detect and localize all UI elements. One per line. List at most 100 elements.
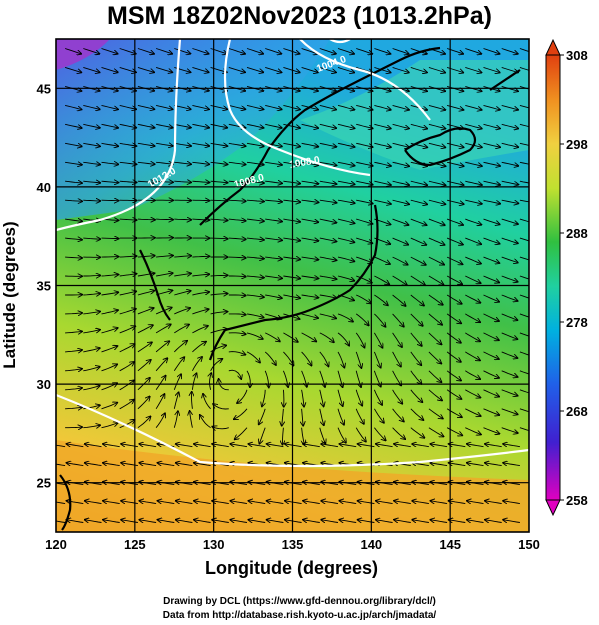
wind-arrow xyxy=(101,292,119,295)
wind-arrow xyxy=(119,256,137,257)
wind-arrow xyxy=(428,294,443,305)
wind-arrow xyxy=(467,444,484,447)
wind-arrow xyxy=(337,332,349,346)
wind-arrow xyxy=(83,330,100,334)
wind-arrow xyxy=(155,341,169,353)
wind-arrow xyxy=(485,463,502,466)
wind-arrow xyxy=(483,332,499,340)
wind-arrow xyxy=(465,218,481,225)
wind-arrow xyxy=(519,332,529,337)
wind-arrow xyxy=(483,66,500,72)
wind-arrow xyxy=(176,520,193,523)
wind-arrow xyxy=(501,351,518,358)
wind-arrow xyxy=(503,501,520,504)
wind-arrow xyxy=(430,444,448,447)
wind-arrow xyxy=(319,66,336,72)
wind-arrow xyxy=(246,200,264,201)
wind-arrow xyxy=(246,181,264,183)
wind-arrow xyxy=(319,351,329,367)
wind-arrow xyxy=(374,104,390,109)
credit-data-source: Data from http://database.rish.kyoto-u.a… xyxy=(162,610,437,621)
wind-arrow xyxy=(101,310,119,315)
map-frame xyxy=(55,38,530,533)
wind-arrow xyxy=(337,313,353,322)
wind-arrow xyxy=(156,219,173,220)
colorbar-tick-label: 298 xyxy=(566,137,588,152)
wind-arrow xyxy=(337,256,354,261)
wind-arrow xyxy=(465,351,480,361)
wind-arrow xyxy=(339,501,357,504)
wind-arrow xyxy=(212,427,229,429)
wind-arrow xyxy=(394,501,411,504)
wind-arrow xyxy=(173,357,184,372)
wind-arrow xyxy=(265,66,281,72)
wind-arrow xyxy=(174,48,190,54)
wind-arrow xyxy=(446,370,461,381)
wind-arrow xyxy=(285,520,302,523)
wind-arrow xyxy=(248,444,266,447)
wind-arrow xyxy=(158,463,175,466)
wind-arrow xyxy=(246,276,264,278)
wind-arrow xyxy=(283,48,299,54)
wind-arrow xyxy=(465,199,482,204)
wind-arrow xyxy=(428,199,446,204)
wind-arrow xyxy=(410,351,422,365)
wind-arrow xyxy=(174,219,191,220)
wind-arrow xyxy=(319,142,337,147)
wind-arrow xyxy=(301,332,317,342)
wind-arrow xyxy=(246,123,264,128)
wind-arrow xyxy=(319,276,337,279)
wind-arrow xyxy=(267,520,284,523)
wind-arrow xyxy=(103,463,120,466)
wind-arrow xyxy=(356,104,372,109)
wind-arrow xyxy=(282,408,284,426)
x-tick-labels: 120 125 130 135 140 145 150 xyxy=(45,537,540,552)
wind-arrow xyxy=(65,388,82,390)
wind-arrow xyxy=(139,520,157,523)
wind-arrow xyxy=(173,392,178,409)
wind-arrow xyxy=(137,325,153,334)
wind-arrow xyxy=(410,275,425,285)
wind-arrow xyxy=(192,143,209,146)
wind-arrow xyxy=(394,520,411,523)
wind-arrow xyxy=(119,48,136,54)
wind-arrow xyxy=(137,256,155,258)
wind-arrow xyxy=(302,389,304,407)
wind-arrow xyxy=(465,256,481,264)
wind-arrow xyxy=(483,123,501,128)
wind-arrow xyxy=(173,374,181,390)
wind-arrow xyxy=(355,408,364,424)
wind-arrow xyxy=(212,520,229,523)
wind-arrow xyxy=(101,423,118,429)
wind-arrow xyxy=(262,389,265,407)
wind-arrow xyxy=(203,394,211,410)
wind-arrow xyxy=(259,408,266,425)
wind-arrow xyxy=(176,501,193,504)
wind-arrow xyxy=(374,48,390,54)
wind-arrow xyxy=(356,199,373,203)
wind-arrow xyxy=(519,313,529,318)
wind-arrow xyxy=(285,501,302,504)
isobar-label: 1008.0 xyxy=(289,155,321,171)
wind-arrow xyxy=(155,413,165,428)
wind-arrow xyxy=(65,331,82,333)
wind-arrow xyxy=(337,104,354,109)
wind-arrow xyxy=(301,257,319,260)
wind-arrow xyxy=(428,351,441,364)
wind-arrow xyxy=(158,520,175,523)
wind-arrow xyxy=(283,142,300,146)
wind-arrow xyxy=(465,104,481,110)
wind-arrow xyxy=(392,161,410,166)
wind-arrow xyxy=(321,501,339,504)
y-tick-label: 45 xyxy=(37,81,51,96)
wind-arrow xyxy=(356,275,372,283)
wind-arrow xyxy=(137,219,155,220)
wind-arrow xyxy=(65,200,82,201)
wind-arrow xyxy=(374,123,390,128)
wind-arrow xyxy=(176,444,193,447)
wind-arrow xyxy=(119,420,135,429)
wind-arrow xyxy=(119,181,137,182)
wind-arrow xyxy=(465,427,481,435)
wind-arrow xyxy=(191,373,196,390)
